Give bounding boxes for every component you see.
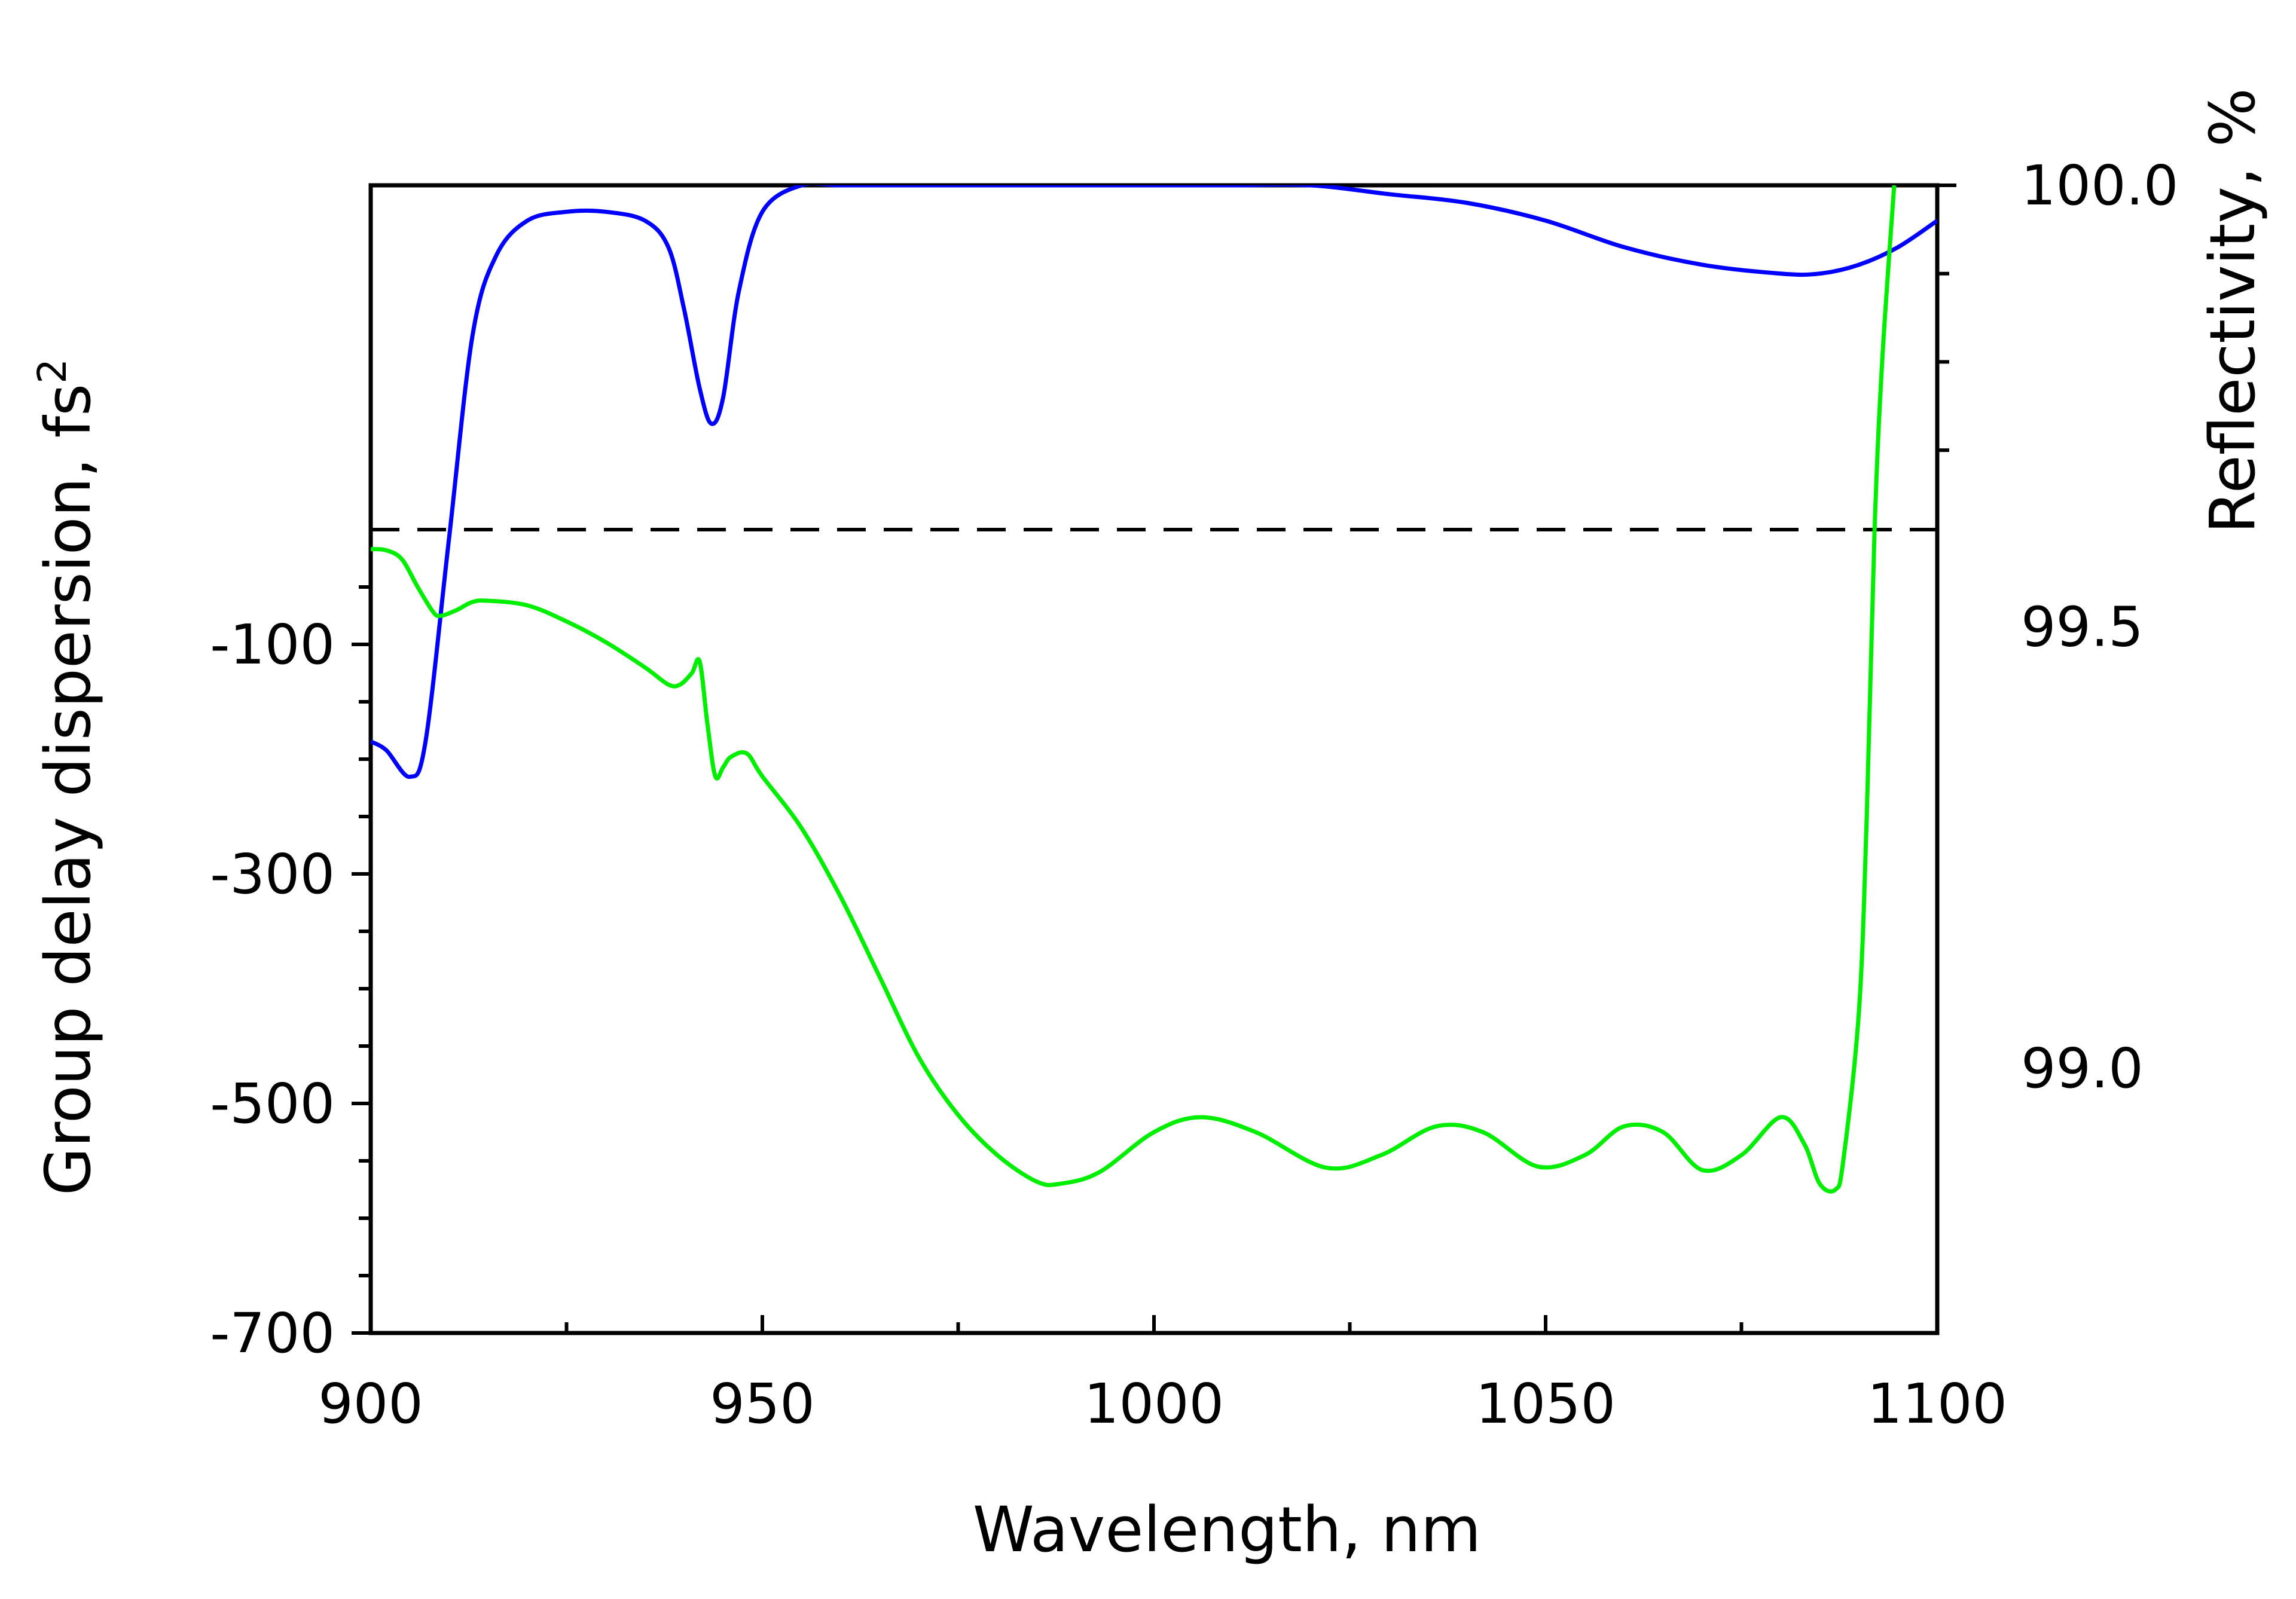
left-axis-title-main: Group delay dispersion, fs xyxy=(32,384,105,1196)
left-axis-title: Group delay dispersion, fs2 xyxy=(29,359,105,1196)
right-tick-label: 100.0 xyxy=(2021,154,2178,218)
right-tick-label: 99.0 xyxy=(2021,1037,2144,1100)
left-tick-label: -300 xyxy=(210,842,335,906)
x-tick-label: 1100 xyxy=(1867,1372,2007,1436)
left-tick-label: -100 xyxy=(210,613,335,677)
left-axis-title-superscript: 2 xyxy=(29,359,75,384)
series-line-gdd xyxy=(371,185,1897,1194)
tick-layer: 900 950 1000 1050 1100 -100 -300 -500 -700 100.0 9… xyxy=(210,154,2178,1436)
x-tick-label: 950 xyxy=(710,1372,815,1436)
x-tick-label: 900 xyxy=(318,1372,423,1436)
left-tick-label: -500 xyxy=(210,1072,335,1136)
right-axis-title: Reflectivity, % xyxy=(2196,88,2269,534)
series-line-reflectivity xyxy=(371,185,1937,779)
x-tick-label: 1000 xyxy=(1084,1372,1224,1436)
series-layer xyxy=(371,185,1937,1194)
plot-frame xyxy=(368,183,1940,1335)
right-tick-label: 99.5 xyxy=(2021,595,2144,659)
x-tick-label: 1050 xyxy=(1476,1372,1616,1436)
plot-frame-layer xyxy=(368,183,1940,1335)
left-tick-label: -700 xyxy=(210,1301,335,1365)
x-axis-title: Wavelength, nm xyxy=(973,1493,1481,1566)
